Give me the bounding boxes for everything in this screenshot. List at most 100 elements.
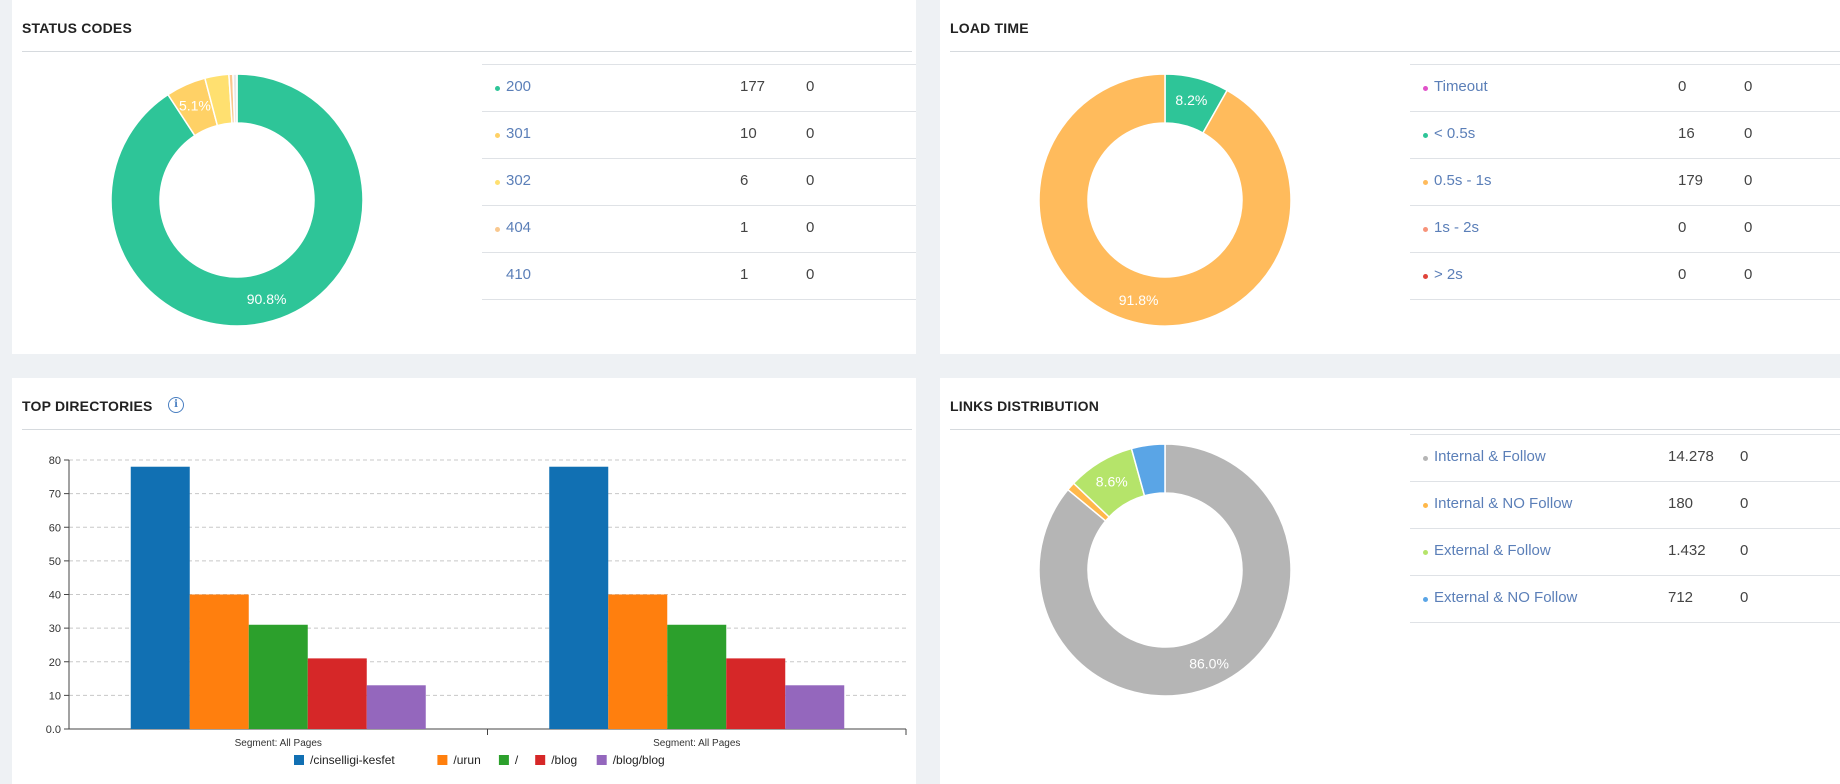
legend-label[interactable]: 302 [506, 172, 532, 189]
bar-blog[interactable] [307, 658, 367, 729]
legend-secondary-count: 0 [806, 266, 815, 283]
legend-label[interactable]: External & NO Follow [1434, 589, 1578, 606]
legend-dot-icon [1423, 550, 1428, 555]
legend-swatch-icon [294, 755, 304, 765]
slice-external-no-follow[interactable] [1130, 443, 1166, 497]
legend-row[interactable]: Timeout 0 0 [1410, 64, 1840, 111]
y-tick-label: 20 [49, 657, 61, 669]
slice-internal-follow[interactable] [1038, 443, 1292, 697]
slice-percent-label: 91.8% [1119, 292, 1159, 308]
legend-label[interactable]: 0.5s - 1s [1434, 172, 1492, 189]
legend-row[interactable]: 410 1 0 [482, 252, 916, 300]
legend-label[interactable]: 404 [506, 219, 532, 236]
bar-urun[interactable] [608, 594, 668, 730]
legend-label[interactable]: 200 [506, 78, 532, 95]
legend-dot-icon [1423, 274, 1428, 279]
legend-row[interactable]: Internal & NO Follow 180 0 [1410, 481, 1840, 528]
y-tick-label: 10 [49, 690, 61, 702]
bar-root[interactable] [248, 624, 308, 729]
slice-percent-label: 8.2% [1175, 92, 1207, 108]
bar-blog-blog[interactable] [785, 685, 845, 729]
legend-count: 10 [740, 125, 757, 142]
x-category-label: Segment: All Pages [235, 738, 322, 749]
legend-dot-icon [495, 86, 500, 91]
bar-urun[interactable] [189, 594, 249, 730]
legend-label[interactable]: 301 [506, 125, 532, 142]
bar-cinselligi-kesfet[interactable] [130, 466, 190, 729]
legend-label[interactable]: / [515, 753, 519, 767]
links-distribution-donut: 86.0% 8.6% [1038, 443, 1292, 697]
legend-row[interactable]: > 2s 0 0 [1410, 252, 1840, 300]
legend-row[interactable]: 302 6 0 [482, 158, 916, 205]
bar-root[interactable] [667, 624, 727, 729]
legend-row[interactable]: < 0.5s 16 0 [1410, 111, 1840, 158]
y-tick-label: 0.0 [46, 724, 61, 736]
legend-label[interactable]: 410 [506, 266, 532, 283]
legend-secondary-count: 0 [1740, 542, 1749, 559]
bar-blog[interactable] [726, 658, 786, 729]
legend-row[interactable]: 301 10 0 [482, 111, 916, 158]
legend-swatch-icon [535, 755, 546, 765]
legend-count: 180 [1668, 495, 1694, 512]
slice-200[interactable] [110, 73, 364, 327]
legend-dot-icon [495, 227, 500, 232]
legend-row[interactable]: External & Follow 1.432 0 [1410, 528, 1840, 575]
legend-secondary-count: 0 [1744, 78, 1753, 95]
legend-count: 712 [1668, 589, 1694, 606]
top-directories-bar-chart: 0.0 10 20 30 40 50 60 70 80 Segment: All Pages Seg… [46, 455, 907, 767]
legend-count: 177 [740, 78, 766, 95]
legend-secondary-count: 0 [806, 172, 815, 189]
legend-secondary-count: 0 [1740, 589, 1749, 606]
legend-label[interactable]: < 0.5s [1434, 125, 1476, 142]
info-icon[interactable]: i [168, 397, 184, 413]
legend-label[interactable]: /cinselligi-kesfet [310, 753, 395, 767]
legend-label[interactable]: 1s - 2s [1434, 219, 1480, 236]
legend-dot-icon [1423, 133, 1428, 138]
legend-label[interactable]: /blog/blog [613, 753, 665, 767]
legend-label[interactable]: Internal & Follow [1434, 448, 1546, 465]
legend-secondary-count: 0 [1744, 266, 1753, 283]
legend-dot-icon [1423, 503, 1428, 508]
slice-410[interactable] [232, 73, 238, 124]
legend-count: 1.432 [1668, 542, 1706, 559]
legend-count: 1 [740, 219, 749, 236]
legend-label[interactable]: > 2s [1434, 266, 1463, 283]
legend-dot-icon [495, 133, 500, 138]
legend-count: 1 [740, 266, 749, 283]
links-distribution-panel: LINKS DISTRIBUTION 86.0% 8.6% Internal & … [940, 378, 1840, 784]
slice-percent-label: 90.8% [247, 291, 287, 307]
bar-cinselligi-kesfet[interactable] [549, 466, 609, 729]
legend-label[interactable]: Timeout [1434, 78, 1488, 95]
legend-row[interactable]: 1s - 2s 0 0 [1410, 205, 1840, 252]
legend-secondary-count: 0 [806, 219, 815, 236]
legend-count: 14.278 [1668, 448, 1714, 465]
y-tick-label: 70 [49, 489, 61, 501]
y-tick-label: 30 [49, 623, 61, 635]
legend-dot-icon [1423, 597, 1428, 602]
status-codes-donut: 90.8% 5.1% [110, 73, 364, 327]
legend-row[interactable]: External & NO Follow 712 0 [1410, 575, 1840, 623]
panel-title: STATUS CODES [22, 20, 132, 36]
legend-count: 16 [1678, 125, 1695, 142]
legend-label[interactable]: /urun [453, 753, 480, 767]
legend-row[interactable]: 200 177 0 [482, 64, 916, 111]
slice-percent-label: 8.6% [1096, 473, 1128, 489]
slice-0-5s-1s[interactable] [1038, 73, 1292, 327]
legend-row[interactable]: 0.5s - 1s 179 0 [1410, 158, 1840, 205]
legend-count: 179 [1678, 172, 1704, 189]
legend-dot-icon [1423, 180, 1428, 185]
panel-title: TOP DIRECTORIES [22, 398, 153, 414]
divider [950, 429, 1840, 430]
legend-dot-icon [1423, 227, 1428, 232]
legend-swatch-icon [437, 755, 448, 765]
y-tick-label: 60 [49, 522, 61, 534]
legend-dot-icon [1423, 86, 1428, 91]
bar-blog-blog[interactable] [366, 685, 426, 729]
legend-label[interactable]: Internal & NO Follow [1434, 495, 1573, 512]
legend-label[interactable]: External & Follow [1434, 542, 1551, 559]
panel-title: LOAD TIME [950, 20, 1029, 36]
legend-row[interactable]: 404 1 0 [482, 205, 916, 252]
legend-secondary-count: 0 [806, 78, 815, 95]
legend-label[interactable]: /blog [551, 753, 577, 767]
legend-row[interactable]: Internal & Follow 14.278 0 [1410, 434, 1840, 481]
